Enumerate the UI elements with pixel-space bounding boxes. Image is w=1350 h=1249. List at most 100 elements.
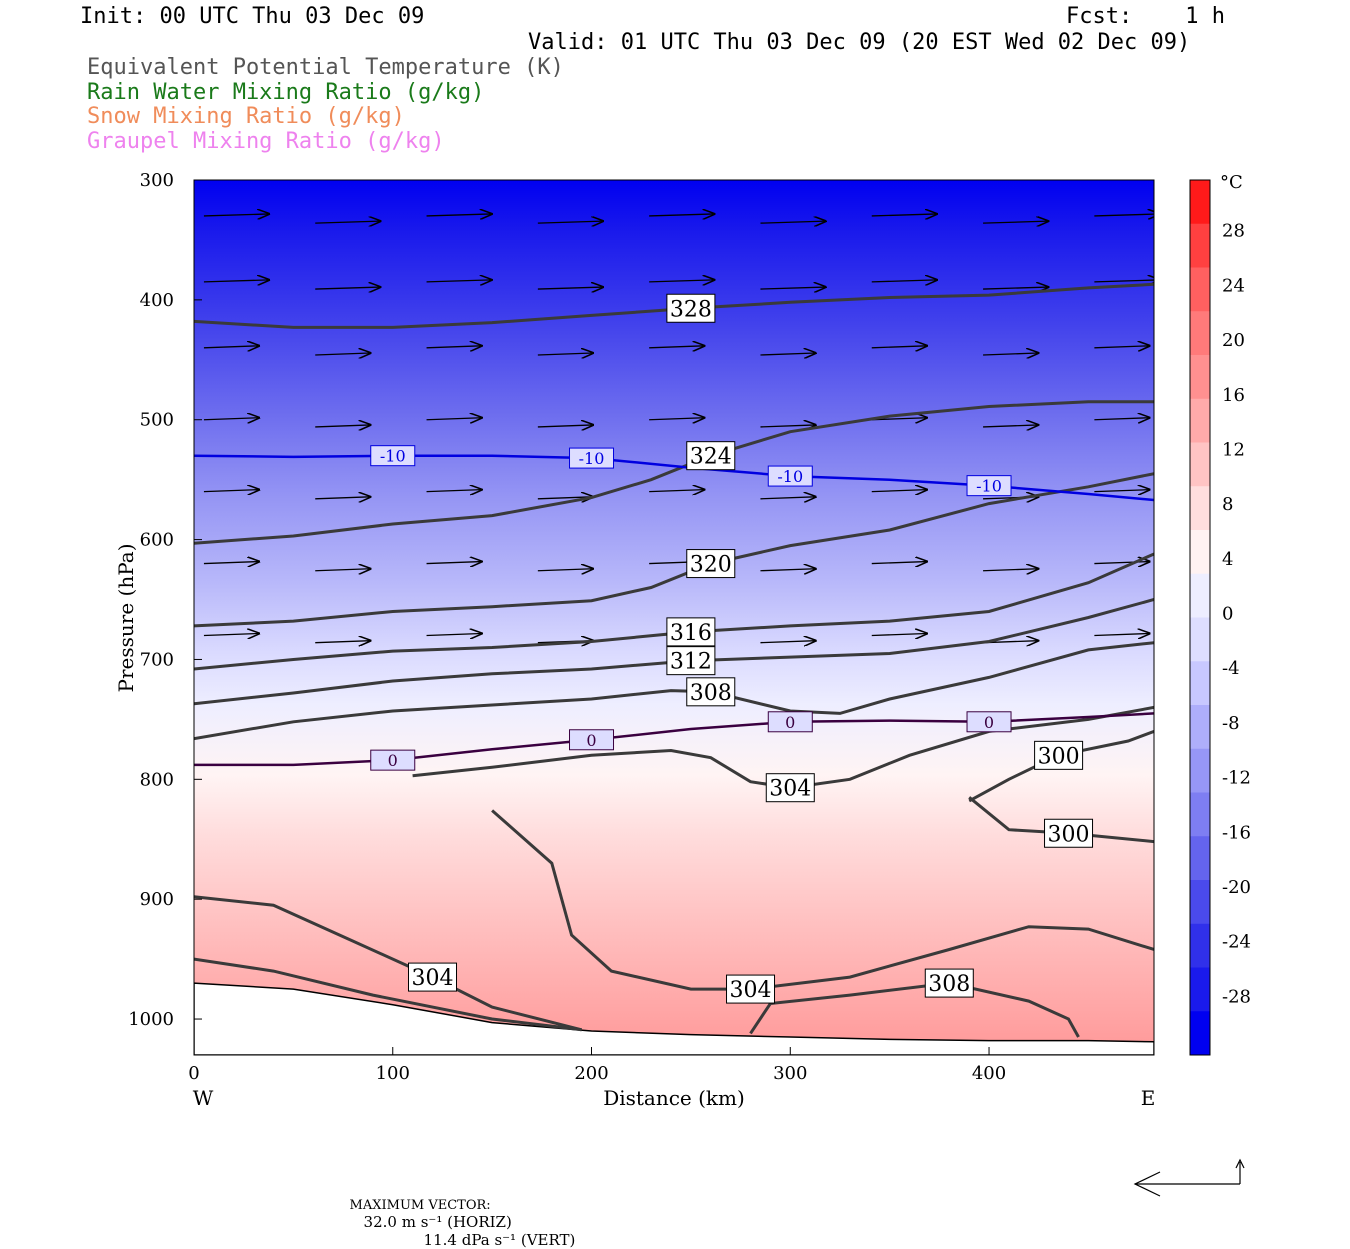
theta-e-contour — [968, 796, 1154, 844]
wind-vector — [426, 562, 482, 564]
wind-vector — [426, 418, 482, 420]
isotherm-label: 0 — [984, 713, 994, 732]
wind-vector — [649, 214, 714, 216]
colorbar-tick-label: -8 — [1222, 713, 1240, 734]
wind-vector — [649, 490, 704, 492]
colorbar-tick-label: -24 — [1222, 932, 1251, 953]
x-axis-label: Distance (km) — [603, 1086, 745, 1110]
colorbar: 28 24 20 16 12 8 4 0 -4 -8 -12 -16 -20 -24 -28 °C — [1189, 172, 1251, 1056]
wind-vector — [315, 497, 370, 499]
wind-vector — [1094, 346, 1149, 348]
wind-vector — [203, 633, 259, 635]
legend-rain: Rain Water Mixing Ratio (g/kg) — [87, 79, 485, 105]
y-tick-label: 1000 — [128, 1009, 174, 1030]
theta-e-label: 300 — [1038, 744, 1080, 769]
isotherm-label-box — [569, 729, 615, 751]
wind-vector — [649, 418, 704, 420]
colorbar-swatch — [1190, 792, 1210, 837]
theta-e-label-box — [686, 677, 736, 707]
colorbar-swatch — [1190, 836, 1210, 881]
isotherm-label-box — [569, 447, 615, 469]
x-tick-label: 300 — [773, 1063, 807, 1084]
y-tick-label: 600 — [140, 530, 174, 551]
wind-vector — [203, 346, 259, 348]
wind-vector — [871, 280, 937, 282]
wind-vector — [760, 287, 825, 289]
isotherm-label: 0 — [388, 751, 398, 770]
isotherm-label-box — [767, 711, 813, 733]
colorbar-tick-label: -12 — [1222, 768, 1251, 789]
wind-vector — [871, 346, 927, 348]
colorbar-tick-label: 4 — [1222, 549, 1233, 570]
colorbar-tick-label: 28 — [1222, 221, 1245, 242]
init-time: Init: 00 UTC Thu 03 Dec 09 — [80, 4, 425, 29]
wind-vector — [983, 221, 1048, 223]
colorbar-swatch — [1190, 705, 1210, 750]
colorbar-swatch — [1190, 355, 1210, 400]
colorbar-tick-label: 0 — [1222, 604, 1233, 625]
contour-labels: 328 324 320 316 312 308 304 304 304 300 300 308 -10 -… — [370, 293, 1094, 1004]
colorbar-tick-label: 16 — [1222, 385, 1245, 406]
isotherm-label-box — [767, 465, 813, 487]
wind-vector — [426, 214, 492, 216]
colorbar-swatch — [1190, 617, 1210, 662]
wind-vector — [1094, 280, 1154, 282]
wind-vector — [426, 346, 482, 348]
footer-max-vector: MAXIMUM VECTOR: 32.0 m s⁻¹ (HORIZ) 11.4 … — [340, 1177, 576, 1249]
theta-e-label-box — [408, 962, 458, 992]
wind-vector — [1094, 418, 1149, 420]
x-tick-label: 0 — [188, 1063, 199, 1084]
valid-time: Valid: 01 UTC Thu 03 Dec 09 (20 EST Wed … — [528, 30, 1191, 55]
wind-vector — [871, 490, 927, 492]
y-tick-label: 900 — [140, 889, 174, 910]
x-tick-label: 400 — [972, 1063, 1006, 1084]
isotherm-label: 0 — [586, 731, 596, 750]
theta-e-label: 328 — [670, 297, 712, 322]
wind-vector — [426, 633, 482, 635]
theta-e-label: 320 — [690, 553, 732, 578]
theta-e-label-box — [1044, 818, 1094, 848]
wind-vector — [537, 287, 603, 289]
max-vector-vert: 11.4 dPa s⁻¹ (VERT) — [423, 1231, 576, 1249]
isotherm-label-box — [966, 711, 1012, 733]
legend: Equivalent Potential Temperature (K) Rai… — [87, 55, 564, 154]
y-tick-label: 400 — [140, 290, 174, 311]
wind-vector — [315, 641, 370, 643]
colorbar-frame — [1189, 179, 1211, 1056]
wind-vector — [537, 497, 593, 499]
legend-graupel: Graupel Mixing Ratio (g/kg) — [87, 128, 445, 154]
wind-vector — [426, 490, 482, 492]
theta-e-label: 304 — [412, 966, 454, 991]
theta-e-label-box — [765, 773, 815, 803]
wind-vector — [537, 569, 593, 571]
isotherm-label: -10 — [976, 477, 1002, 496]
theta-e-label-box — [924, 968, 974, 998]
wind-vector — [983, 425, 1038, 427]
theta-e-label-box — [666, 617, 716, 647]
isotherm-label-box — [370, 749, 416, 771]
colorbar-swatch — [1190, 442, 1210, 487]
y-tick-label: 500 — [140, 410, 174, 431]
isotherm-label-box — [370, 445, 416, 467]
colorbar-swatch — [1190, 530, 1210, 575]
wind-vector — [760, 641, 815, 643]
wind-vector — [760, 221, 825, 223]
theta-e-label: 308 — [928, 972, 970, 997]
wind-vector — [871, 562, 927, 564]
isotherm-label: 0 — [785, 713, 795, 732]
wind-vector — [871, 418, 927, 420]
terrain-surface — [194, 982, 1154, 1055]
terrain — [194, 982, 1154, 1055]
colorbar-swatch — [1190, 311, 1210, 356]
wind-vector — [315, 221, 380, 223]
wind-vector — [1094, 633, 1149, 635]
colorbar-swatch — [1190, 267, 1210, 312]
forecast-hour: Fcst: 1 h — [1066, 4, 1225, 29]
wind-vectors — [203, 214, 1154, 643]
y-tick-label: 800 — [140, 769, 174, 790]
theta-e-contour — [194, 895, 582, 1032]
theta-e-label-box — [666, 646, 716, 676]
x-right-end-label: E — [1141, 1086, 1156, 1110]
wind-vector — [203, 214, 269, 216]
wind-vector — [871, 633, 927, 635]
